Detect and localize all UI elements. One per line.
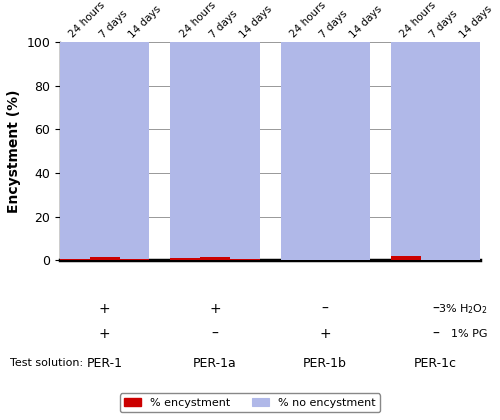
Text: +: + (99, 327, 110, 341)
Bar (60, 42, 90, 259)
Text: 24 hours: 24 hours (288, 0, 328, 40)
Bar (310, 42, 340, 260)
Bar (450, 42, 480, 260)
Text: +: + (320, 327, 331, 341)
Text: –: – (432, 302, 439, 316)
Bar (170, 42, 200, 258)
Bar (120, 259, 149, 260)
Legend: % encystment, % no encystment: % encystment, % no encystment (120, 394, 380, 412)
Bar (200, 257, 230, 260)
Bar (230, 259, 260, 260)
Text: 3% H$_2$O$_2$: 3% H$_2$O$_2$ (438, 302, 488, 315)
Text: 14 days: 14 days (348, 4, 384, 40)
Text: 14 days: 14 days (458, 4, 494, 40)
Text: +: + (209, 302, 220, 316)
Text: 7 days: 7 days (98, 8, 129, 40)
Text: –: – (322, 302, 328, 316)
Y-axis label: Encystment (%): Encystment (%) (7, 89, 21, 213)
Text: PER-1a: PER-1a (193, 357, 237, 370)
Bar (170, 258, 200, 260)
Text: 7 days: 7 days (318, 8, 350, 40)
Bar (391, 42, 420, 256)
Bar (90, 42, 120, 257)
Bar (200, 42, 230, 257)
Text: PER-1c: PER-1c (414, 357, 457, 370)
Bar (230, 42, 260, 259)
Text: 24 hours: 24 hours (178, 0, 218, 40)
Text: 24 hours: 24 hours (398, 0, 438, 40)
Text: 1% PG: 1% PG (451, 329, 488, 339)
Bar (280, 42, 310, 260)
Text: 14 days: 14 days (128, 4, 164, 40)
Text: +: + (99, 302, 110, 316)
Bar (391, 256, 420, 260)
Text: 7 days: 7 days (428, 8, 460, 40)
Bar (120, 42, 149, 259)
Bar (60, 259, 90, 260)
Bar (90, 257, 120, 260)
Text: 24 hours: 24 hours (68, 0, 108, 40)
Bar (420, 42, 450, 260)
Text: –: – (432, 327, 439, 341)
Text: PER-1: PER-1 (86, 357, 122, 370)
Text: 14 days: 14 days (238, 4, 274, 40)
Text: –: – (212, 327, 218, 341)
Text: 7 days: 7 days (208, 8, 240, 40)
Text: Test solution:: Test solution: (10, 358, 83, 368)
Text: PER-1b: PER-1b (303, 357, 347, 370)
Bar (340, 42, 370, 260)
